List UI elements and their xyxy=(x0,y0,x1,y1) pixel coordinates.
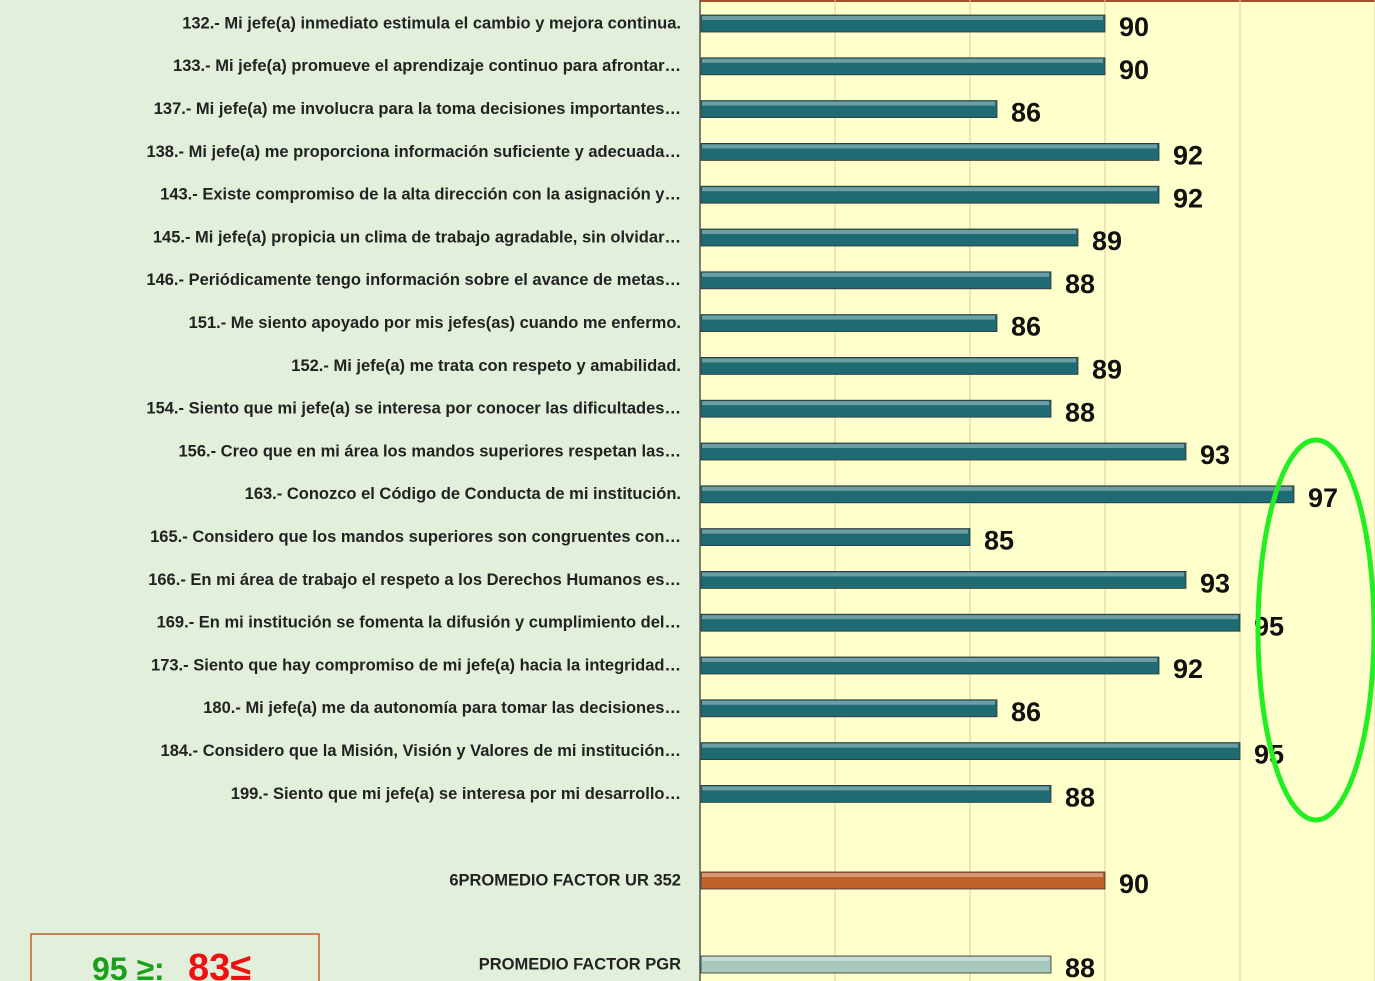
annotation: 83≤ xyxy=(188,947,251,981)
bar-highlight xyxy=(702,272,1049,277)
bar xyxy=(700,185,1160,204)
value-label: 88 xyxy=(1065,397,1095,427)
value-label: 92 xyxy=(1173,141,1203,171)
bar xyxy=(700,314,998,333)
bar-highlight xyxy=(702,786,1049,791)
bar xyxy=(700,613,1241,632)
category-label: 156.- Creo que en mi área los mandos sup… xyxy=(178,442,681,460)
category-label: 151.- Me siento apoyado por mis jefes(as… xyxy=(189,314,681,332)
value-label: 92 xyxy=(1173,654,1203,684)
category-label: 145.- Mi jefe(a) propicia un clima de tr… xyxy=(153,228,681,246)
category-label: 146.- Periódicamente tengo información s… xyxy=(146,271,681,289)
bar xyxy=(700,100,998,118)
value-label: 97 xyxy=(1308,483,1338,513)
value-label: 88 xyxy=(1065,783,1095,813)
bar xyxy=(700,442,1187,461)
bar-highlight xyxy=(702,101,995,106)
bar xyxy=(700,142,1160,161)
bar xyxy=(700,785,1052,803)
category-label: 163.- Conozco el Código de Conducta de m… xyxy=(245,485,681,503)
category-label: 165.- Considero que los mandos superiore… xyxy=(150,528,681,546)
value-label: 93 xyxy=(1200,569,1230,599)
bar-highlight xyxy=(702,957,1049,961)
category-label: 132.- Mi jefe(a) inmediato estimula el c… xyxy=(182,14,681,32)
category-label: 166.- En mi área de trabajo el respeto a… xyxy=(148,571,681,589)
legend-box xyxy=(30,933,320,981)
bar-highlight xyxy=(702,58,1103,63)
value-label: 89 xyxy=(1092,226,1122,256)
bar-highlight xyxy=(702,743,1238,748)
bar-highlight xyxy=(702,401,1049,406)
bar-highlight xyxy=(702,16,1103,20)
label-panel xyxy=(0,0,700,981)
bar-highlight xyxy=(702,529,968,534)
value-label: 86 xyxy=(1011,98,1041,128)
value-label: 86 xyxy=(1011,312,1041,342)
bar-highlight xyxy=(702,187,1157,192)
category-label: 154.- Siento que mi jefe(a) se interesa … xyxy=(146,400,681,418)
bar-highlight xyxy=(702,315,995,320)
category-label: 169.- En mi institución se fomenta la di… xyxy=(157,614,681,632)
bar xyxy=(700,356,1079,375)
bar xyxy=(700,871,1106,890)
bar-highlight xyxy=(702,873,1103,877)
bar xyxy=(700,699,998,718)
value-label: 89 xyxy=(1092,355,1122,385)
bar xyxy=(700,271,1052,290)
value-label: 86 xyxy=(1011,697,1041,727)
bar xyxy=(700,57,1106,76)
value-label: 93 xyxy=(1200,440,1230,470)
bar xyxy=(700,955,1052,974)
value-label: 90 xyxy=(1119,12,1149,42)
category-label: 173.- Siento que hay compromiso de mi je… xyxy=(151,656,681,674)
bar-highlight xyxy=(702,658,1157,662)
value-label: 90 xyxy=(1119,869,1149,899)
category-label: 133.- Mi jefe(a) promueve el aprendizaje… xyxy=(173,57,681,75)
bar-highlight xyxy=(702,444,1184,448)
annotation: 95 ≥: xyxy=(92,951,165,981)
category-label: PROMEDIO FACTOR PGR xyxy=(479,955,681,973)
bar-highlight xyxy=(702,572,1184,577)
highlight-ellipse xyxy=(1255,437,1375,823)
category-label: 152.- Mi jefe(a) me trata con respeto y … xyxy=(291,357,681,375)
value-label: 90 xyxy=(1119,55,1149,85)
category-label: 199.- Siento que mi jefe(a) se interesa … xyxy=(231,785,681,803)
value-label: 88 xyxy=(1065,269,1095,299)
bar-highlight xyxy=(702,486,1292,491)
category-label: 184.- Considero que la Misión, Visión y … xyxy=(161,742,681,760)
bar-highlight xyxy=(702,230,1076,234)
bar-highlight xyxy=(702,700,995,705)
value-label: 92 xyxy=(1173,183,1203,213)
category-label: 143.- Existe compromiso de la alta direc… xyxy=(160,186,681,204)
category-label: 6PROMEDIO FACTOR UR 352 xyxy=(449,871,681,889)
bar xyxy=(700,742,1241,760)
value-label: 88 xyxy=(1065,953,1095,981)
bar xyxy=(700,485,1295,504)
category-label: 137.- Mi jefe(a) me involucra para la to… xyxy=(154,100,681,118)
category-label: 180.- Mi jefe(a) me da autonomía para to… xyxy=(203,699,681,717)
bar-highlight xyxy=(702,144,1157,149)
bar xyxy=(700,656,1160,675)
bar-highlight xyxy=(702,358,1076,363)
category-label: 138.- Mi jefe(a) me proporciona informac… xyxy=(146,143,681,161)
bar xyxy=(700,14,1106,33)
bar xyxy=(700,528,971,546)
value-label: 85 xyxy=(984,526,1014,556)
bar xyxy=(700,228,1079,247)
bar xyxy=(700,571,1187,589)
bar xyxy=(700,399,1052,418)
bar-highlight xyxy=(702,615,1238,620)
